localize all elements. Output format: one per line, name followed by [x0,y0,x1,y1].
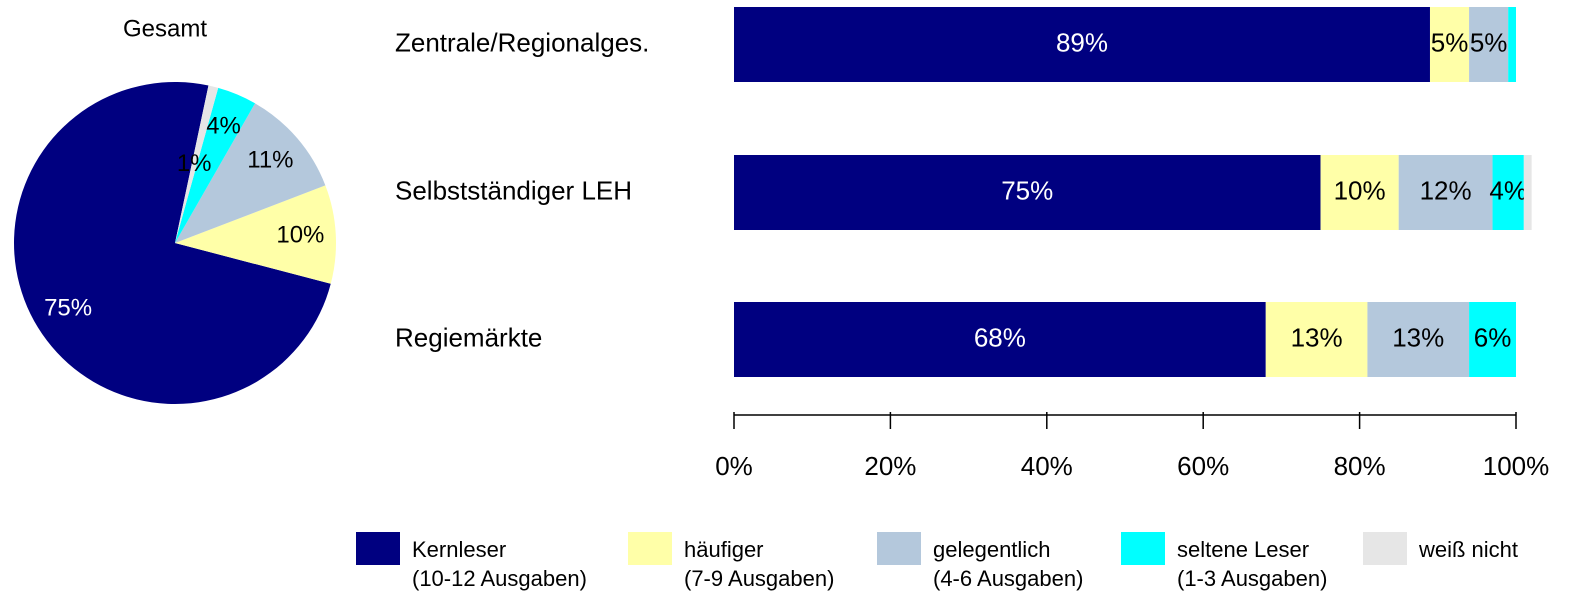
bar-label: 10% [1334,175,1386,205]
pie-slice [175,87,256,243]
bar-segment [1492,155,1524,230]
x-tick-label: 20% [864,451,916,481]
pie-label: 4% [206,112,241,139]
x-tick-label: 100% [1483,451,1550,481]
x-tick-label: 60% [1177,451,1229,481]
bar-label: 4% [1489,175,1527,205]
legend-label: weiß nicht [1419,537,1519,562]
pie-title: Gesamt [123,15,207,42]
legend-label: Kernleser (10-12 Ausgaben) [412,537,587,591]
legend-label: häufiger (7-9 Ausgaben) [684,537,835,591]
pie-label: 10% [276,221,324,248]
category-label: Zentrale/Regionalges. [395,27,649,57]
bar-label: 12% [1420,175,1472,205]
pie-slice [175,103,326,243]
bar-label: 6% [1474,322,1512,352]
legend-label: gelegentlich (4-6 Ausgaben) [933,537,1084,591]
legend-label: seltene Leser (1-3 Ausgaben) [1177,537,1328,591]
bar-label: 13% [1392,322,1444,352]
pie-label: 11% [247,147,293,174]
bar-segment [1429,7,1470,82]
bar-segment [1398,155,1493,230]
bar-segment [1469,302,1516,377]
bar-segment [1320,155,1399,230]
bar-label: 13% [1291,322,1343,352]
bar-segment [734,155,1321,230]
x-tick-label: 40% [1021,451,1073,481]
legend-swatch [356,532,400,565]
bar-label: 68% [974,322,1026,352]
x-tick-label: 0% [715,451,753,481]
x-tick-label: 80% [1334,451,1386,481]
pie-slice [175,185,336,284]
pie-slice [13,82,331,405]
legend-swatch [1121,532,1165,565]
bar-segment [1508,7,1516,82]
bar-segment [734,302,1266,377]
pie-label: 1% [177,150,212,177]
bar-segment [1265,302,1368,377]
pie-label: 75% [44,294,92,321]
bar-label: 5% [1431,27,1469,57]
bar-segment [1469,7,1509,82]
category-label: Regiemärkte [395,322,542,352]
bar-segment [1367,302,1470,377]
pie-slice [175,85,219,243]
bar-segment [1523,155,1532,230]
category-label: Selbstständiger LEH [395,175,632,205]
legend-swatch [628,532,672,565]
bar-label: 89% [1056,27,1108,57]
bar-segment [734,7,1430,82]
legend-swatch [877,532,921,565]
bar-label: 5% [1470,27,1508,57]
legend-swatch [1363,532,1407,565]
bar-label: 75% [1001,175,1053,205]
